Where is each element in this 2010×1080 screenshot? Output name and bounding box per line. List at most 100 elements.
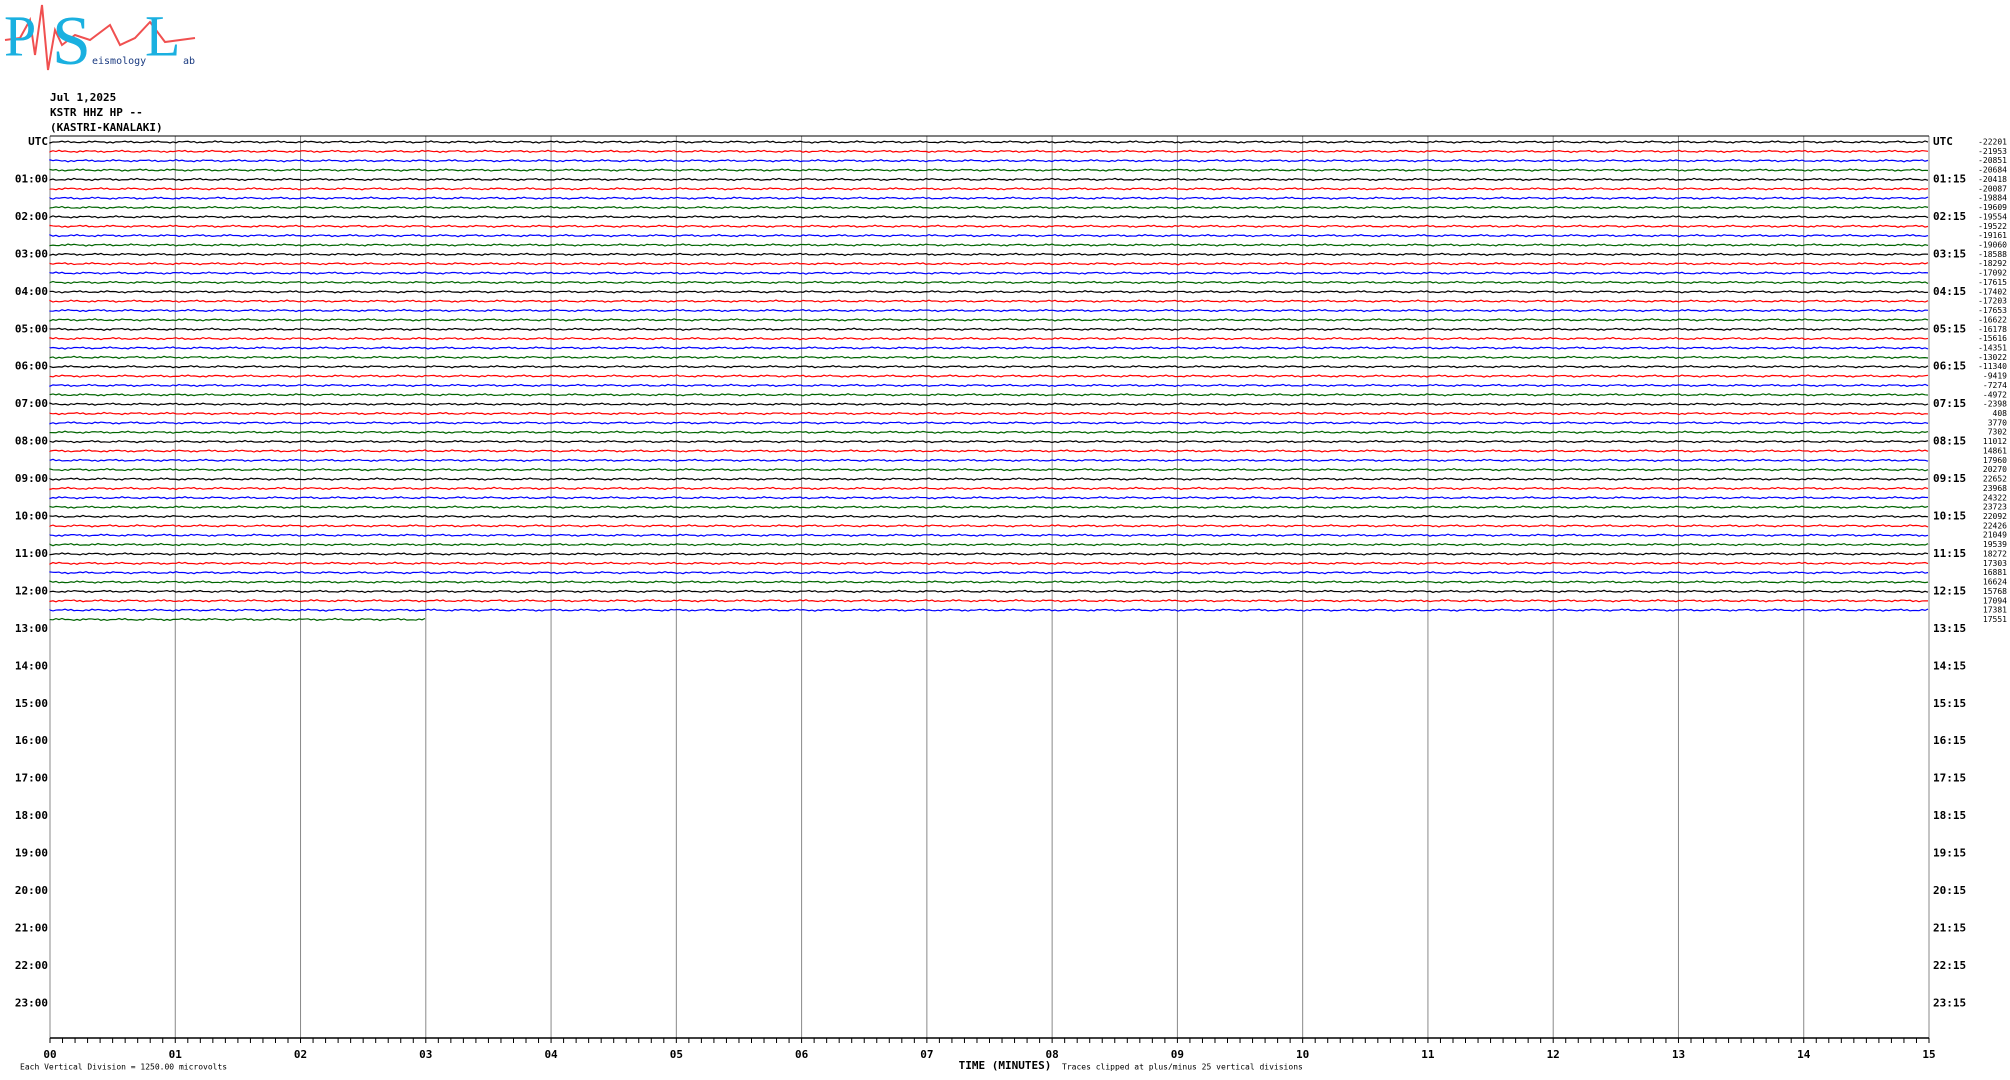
hour-label: 01:15 (1933, 172, 1966, 185)
trace-offset: 17381 (1983, 606, 2007, 615)
hour-label: 05:15 (1933, 322, 1966, 335)
hour-label: 16:15 (1933, 734, 1966, 747)
clip-note: Traces clipped at plus/minus 25 vertical… (1062, 1063, 1303, 1072)
hour-label: 06:15 (1933, 360, 1966, 373)
trace-offset: -20418 (1978, 175, 2007, 184)
trace-offset: -19161 (1978, 231, 2007, 240)
trace (49, 430, 1929, 434)
trace (49, 477, 1929, 481)
trace-offset: 17551 (1983, 615, 2007, 624)
hour-label: 17:00 (15, 772, 48, 785)
trace (49, 252, 1929, 257)
trace (49, 215, 1929, 219)
x-tick-label: 03 (419, 1048, 432, 1061)
trace (49, 243, 1929, 247)
trace-offset: 22652 (1983, 475, 2007, 484)
trace (49, 364, 1929, 369)
trace-offset: -17653 (1978, 306, 2007, 315)
title-line: (KASTRI-KANALAKI) (50, 121, 163, 134)
trace (49, 205, 1929, 210)
hour-label: 07:15 (1933, 397, 1966, 410)
hour-label: 02:15 (1933, 210, 1966, 223)
hour-label: UTC (28, 135, 48, 148)
x-tick-label: 09 (1171, 1048, 1184, 1061)
trace-offset: -4972 (1983, 390, 2007, 399)
trace-offset: -11340 (1978, 362, 2007, 371)
hour-label: 18:15 (1933, 809, 1966, 822)
trace (49, 421, 1929, 425)
trace (49, 467, 1929, 472)
trace-offset: -16622 (1978, 315, 2007, 324)
trace-offset: -18292 (1978, 259, 2007, 268)
hour-label: 23:00 (15, 996, 48, 1009)
trace (49, 346, 1929, 350)
trace-offset: 23723 (1983, 503, 2007, 512)
logo-word: eismology (92, 56, 146, 67)
hour-label: 09:15 (1933, 472, 1966, 485)
trace-offset: -22201 (1978, 138, 2007, 147)
trace (49, 599, 1928, 603)
trace (49, 608, 1929, 612)
trace (49, 355, 1929, 360)
trace (49, 140, 1929, 144)
x-tick-label: 04 (544, 1048, 558, 1061)
trace-offset: -17092 (1978, 269, 2007, 278)
trace (49, 158, 1929, 163)
trace-offset: 408 (1993, 409, 2008, 418)
logo-letter: L (145, 3, 180, 68)
trace (49, 617, 426, 622)
hour-label: 10:15 (1933, 510, 1966, 523)
trace (49, 177, 1929, 182)
trace (49, 336, 1929, 341)
hour-label: 15:15 (1933, 697, 1966, 710)
x-tick-label: 01 (169, 1048, 183, 1061)
trace-offset: 15768 (1983, 587, 2007, 596)
trace (49, 542, 1929, 547)
trace (49, 374, 1929, 378)
hour-label: 04:00 (15, 285, 48, 298)
trace-offset: -17402 (1978, 287, 2007, 296)
hour-label: 18:00 (15, 809, 48, 822)
hour-label: 19:00 (15, 847, 48, 860)
hour-label: 03:15 (1933, 247, 1966, 260)
hour-label: 14:00 (15, 659, 48, 672)
trace (49, 224, 1929, 229)
hour-label: 11:15 (1933, 547, 1966, 560)
trace (49, 561, 1929, 566)
trace-offset: -17203 (1978, 297, 2007, 306)
trace-offset: -19060 (1978, 240, 2007, 249)
trace (49, 187, 1929, 191)
hour-label: 16:00 (15, 734, 48, 747)
trace-offset: 18272 (1983, 549, 2007, 558)
x-tick-label: 15 (1922, 1048, 1935, 1061)
trace-offset: 17303 (1983, 559, 2007, 568)
logo-wave (4, 4, 196, 71)
trace (49, 299, 1929, 303)
trace (49, 318, 1929, 322)
logo-letter: S (52, 3, 91, 80)
hour-label: 13:00 (15, 622, 48, 635)
trace (49, 271, 1929, 275)
trace (49, 308, 1929, 313)
trace (49, 280, 1929, 285)
x-tick-label: 10 (1296, 1048, 1309, 1061)
trace (49, 496, 1929, 500)
x-tick-label: 14 (1797, 1048, 1811, 1061)
trace-offset: 23968 (1983, 484, 2007, 493)
hour-label: 22:00 (15, 959, 48, 972)
x-tick-label: 06 (795, 1048, 809, 1061)
hour-label: 07:00 (15, 397, 48, 410)
hour-label: 04:15 (1933, 285, 1966, 298)
hour-label: 02:00 (15, 210, 48, 223)
hour-label: 19:15 (1933, 847, 1966, 860)
x-tick-label: 12 (1547, 1048, 1560, 1061)
x-tick-label: 02 (294, 1048, 307, 1061)
trace (49, 589, 1929, 594)
trace (49, 411, 1929, 416)
trace-offset: -20851 (1978, 156, 2007, 165)
hour-label: 12:00 (15, 584, 48, 597)
hour-label: 14:15 (1933, 659, 1966, 672)
hour-label: 21:15 (1933, 921, 1966, 934)
trace-offset: -20684 (1978, 166, 2007, 175)
